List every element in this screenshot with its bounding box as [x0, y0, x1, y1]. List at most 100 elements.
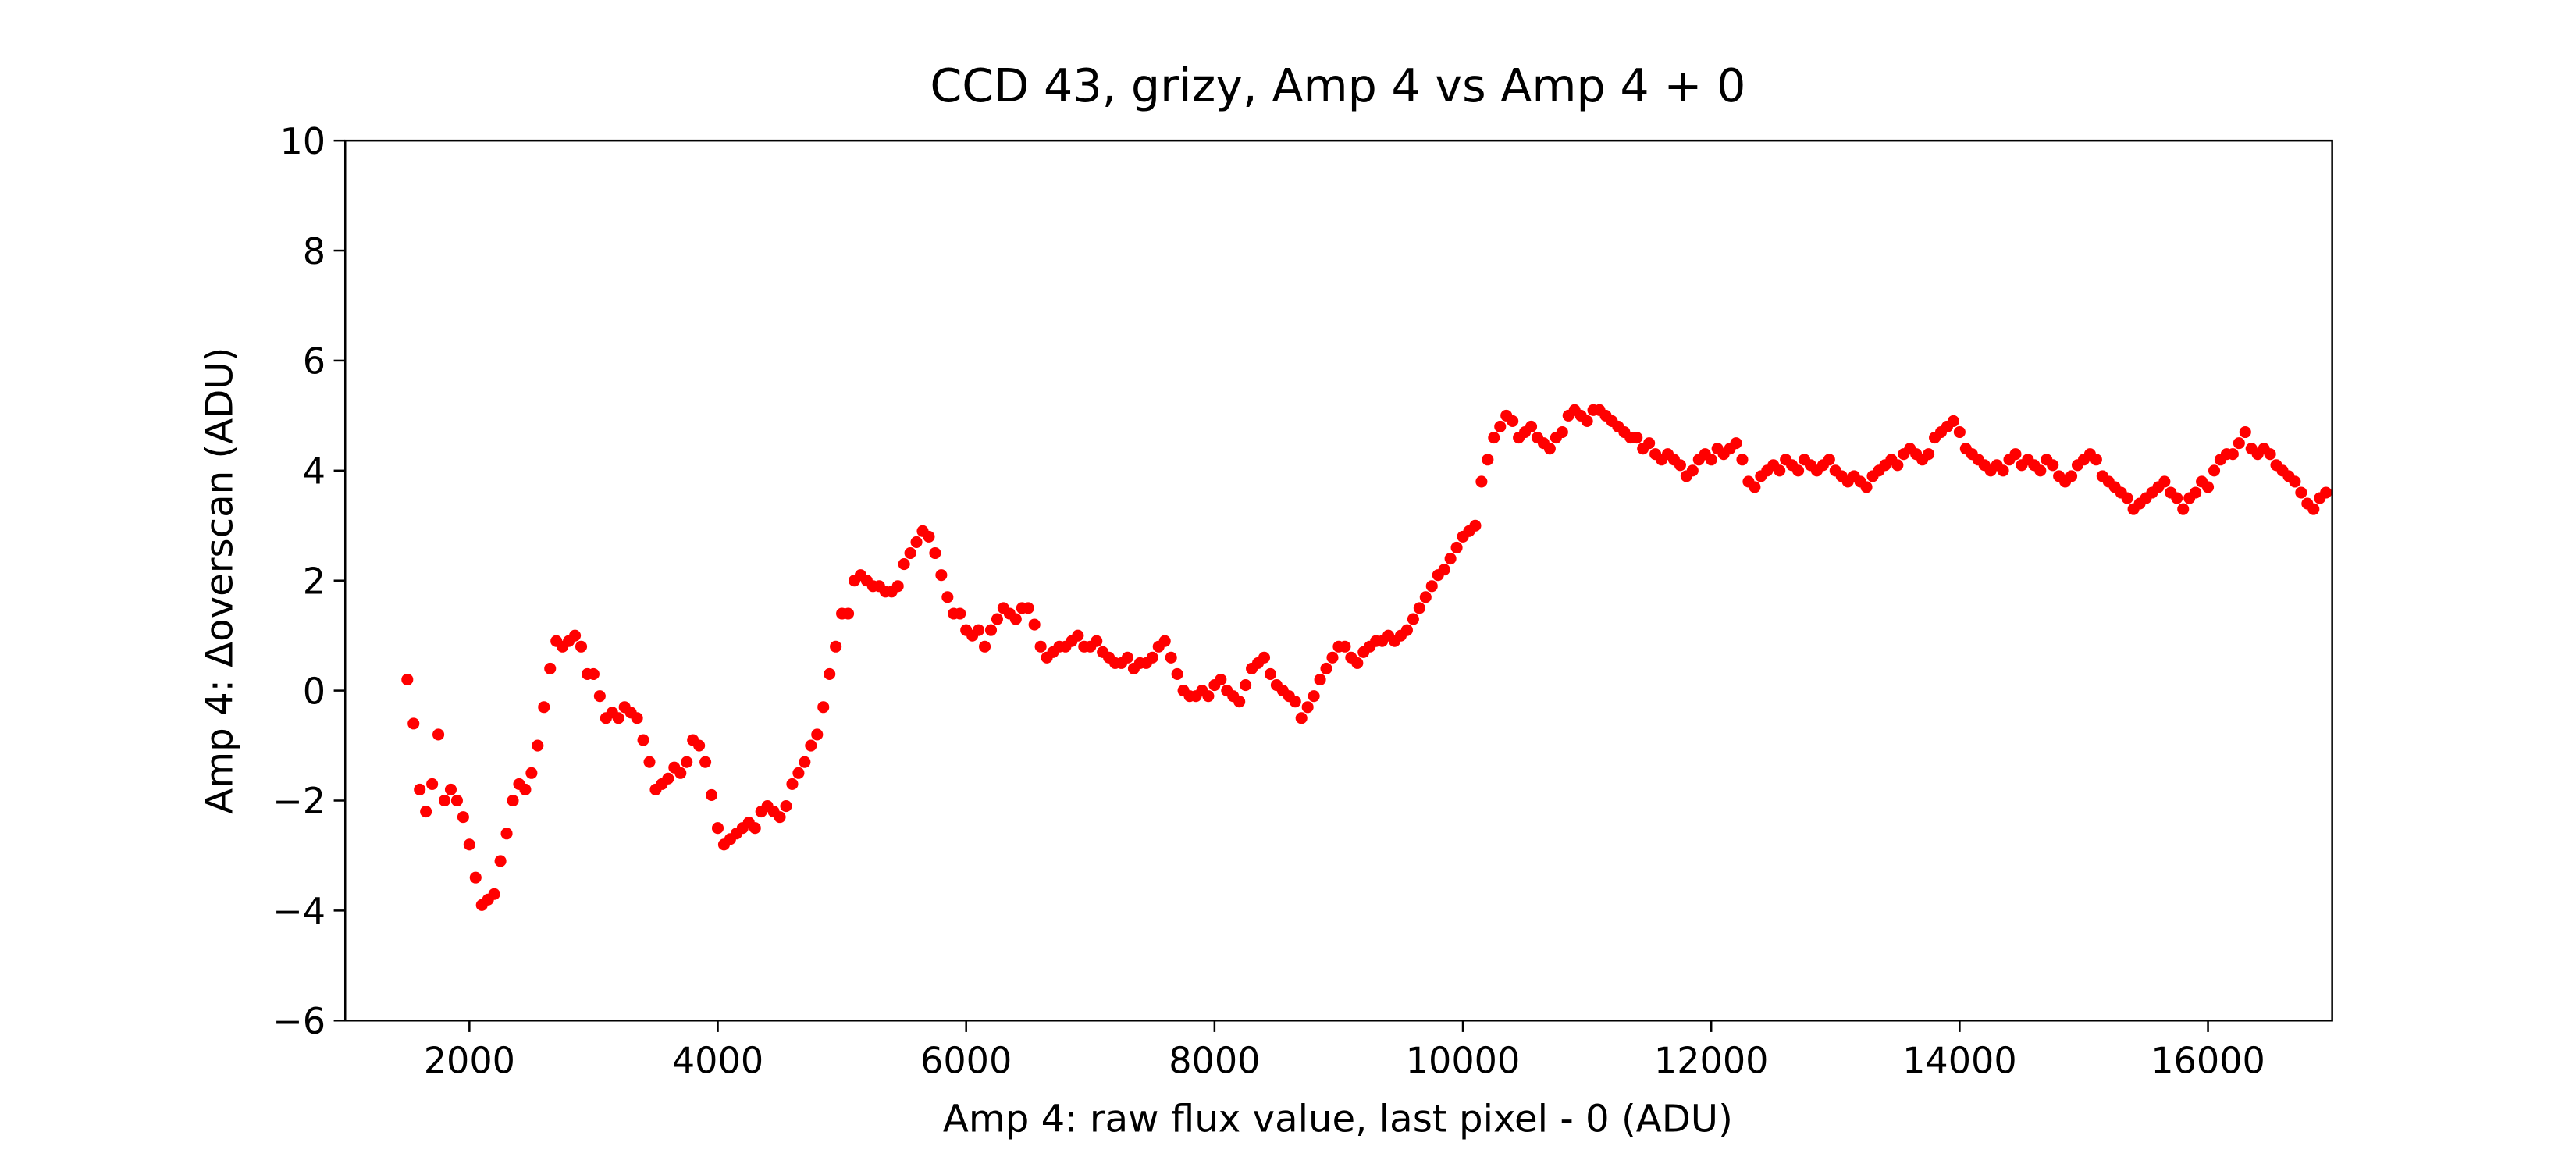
x-tick-label: 14000: [1902, 1039, 2017, 1081]
data-point: [1450, 541, 1463, 553]
data-point: [1705, 454, 1717, 466]
data-point: [1072, 629, 1084, 642]
y-tick-label: −2: [272, 780, 326, 822]
x-tick-label: 2000: [424, 1039, 515, 1081]
data-point: [500, 828, 513, 840]
data-point: [1413, 602, 1425, 614]
data-point: [1091, 635, 1103, 647]
data-point: [2065, 470, 2078, 482]
data-point: [593, 690, 606, 703]
data-point: [2233, 437, 2245, 450]
data-point: [532, 739, 544, 752]
data-point: [1407, 613, 1419, 625]
data-point: [2307, 503, 2320, 515]
data-point: [991, 613, 1003, 625]
data-point: [612, 712, 624, 724]
data-point: [444, 783, 457, 795]
data-point: [693, 739, 706, 752]
data-point: [1146, 651, 1158, 664]
data-point: [544, 662, 557, 674]
data-point: [469, 871, 482, 884]
data-point: [1947, 415, 1959, 427]
data-point: [979, 640, 991, 653]
data-point: [898, 558, 910, 571]
data-point: [2047, 459, 2059, 472]
y-tick-label: 8: [303, 230, 326, 272]
data-point: [1202, 690, 1215, 703]
y-tick-label: 10: [279, 120, 326, 162]
data-point: [891, 580, 904, 593]
data-point: [984, 624, 998, 636]
data-point: [488, 888, 500, 900]
x-tick-label: 6000: [920, 1039, 1012, 1081]
data-point: [1823, 454, 1835, 466]
data-point: [2009, 448, 2022, 461]
data-point: [2226, 448, 2239, 461]
data-point: [1022, 602, 1034, 614]
plot-area: [401, 404, 2332, 911]
data-point: [1494, 420, 1507, 433]
data-point: [420, 806, 432, 818]
data-point: [1301, 701, 1314, 714]
data-point: [2090, 454, 2102, 466]
data-point: [519, 783, 532, 795]
data-point: [438, 794, 451, 807]
axes-frame: [343, 139, 2333, 1022]
data-point: [1171, 667, 1183, 681]
data-point: [799, 756, 811, 768]
data-point: [401, 673, 414, 686]
data-point: [923, 530, 935, 543]
data-point: [786, 778, 799, 790]
data-point: [811, 728, 824, 741]
y-tick-label: 6: [303, 340, 326, 383]
data-point: [1736, 454, 1749, 466]
data-point: [538, 701, 550, 714]
data-point: [1686, 464, 1699, 477]
x-axis-label: Amp 4: raw flux value, last pixel - 0 (A…: [943, 1098, 1733, 1141]
data-point: [2239, 425, 2251, 439]
data-point: [1674, 459, 1686, 472]
data-point: [1792, 464, 1805, 477]
data-point: [774, 811, 786, 824]
x-tick-label: 10000: [1406, 1039, 1521, 1081]
y-tick-label: −6: [272, 1000, 326, 1042]
data-point: [1215, 673, 1227, 686]
data-point: [1425, 580, 1438, 593]
data-point: [1339, 640, 1351, 653]
x-tick-label: 12000: [1654, 1039, 1769, 1081]
data-point: [941, 591, 954, 603]
data-point: [1326, 651, 1339, 664]
data-point: [2034, 464, 2047, 477]
data-point: [426, 778, 439, 790]
data-point: [1953, 425, 1966, 439]
data-point: [817, 701, 830, 714]
data-point: [805, 739, 817, 752]
data-point: [674, 767, 687, 779]
data-point: [432, 728, 445, 741]
x-tick-label: 4000: [672, 1039, 763, 1081]
data-point: [1556, 425, 1568, 439]
data-point: [910, 536, 923, 548]
data-point: [1158, 635, 1171, 647]
data-point: [2295, 486, 2307, 499]
y-tick-label: 0: [303, 670, 326, 712]
data-point: [1289, 696, 1301, 708]
x-tick-label: 8000: [1169, 1039, 1260, 1081]
data-point: [1749, 481, 1761, 493]
y-tick-label: 4: [303, 450, 326, 493]
data-point: [935, 569, 948, 582]
data-point: [587, 667, 600, 681]
data-point: [1264, 667, 1276, 681]
data-point: [2158, 475, 2171, 488]
data-point: [662, 772, 674, 785]
data-point: [1997, 464, 2009, 477]
data-point: [1034, 640, 1047, 653]
data-point: [1469, 519, 1482, 532]
data-point: [1774, 464, 1786, 477]
data-point: [2320, 486, 2332, 499]
data-point: [2208, 464, 2221, 477]
data-point: [1320, 662, 1332, 674]
data-point: [1631, 432, 1643, 444]
data-point: [1258, 651, 1271, 664]
